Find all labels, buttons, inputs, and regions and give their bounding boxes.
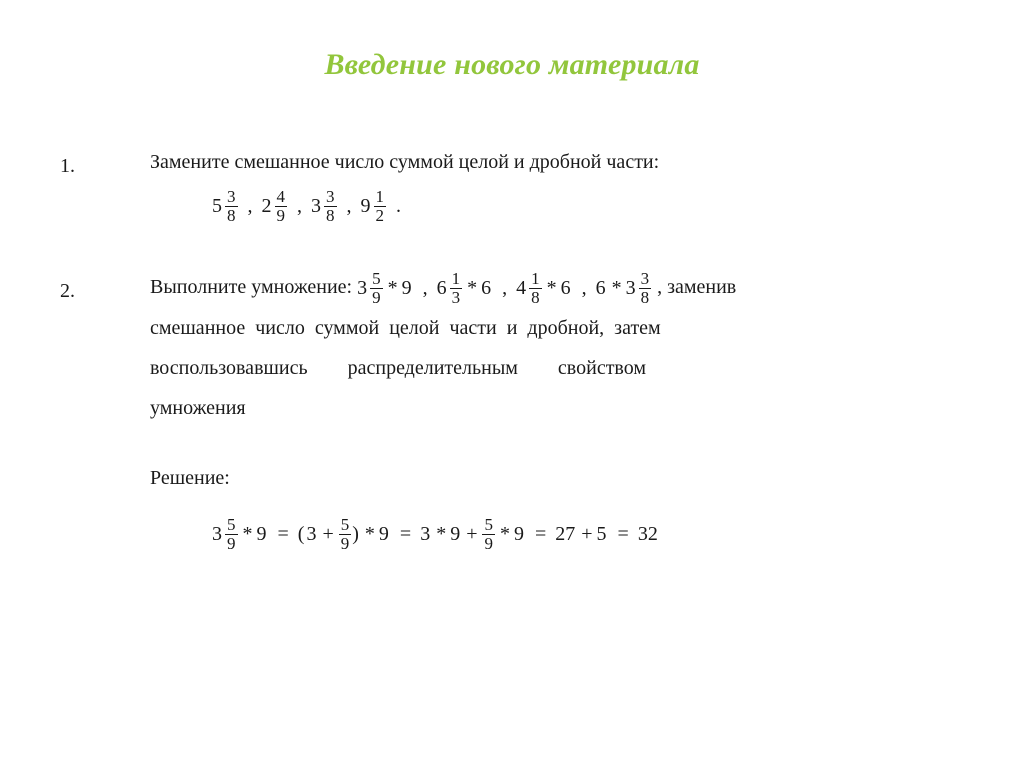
product: 418*6 xyxy=(516,276,578,298)
product: 359*9 xyxy=(357,276,419,298)
mixed-number: 249 xyxy=(262,194,294,216)
solution-math: 359*9 = (3+59)*9 = 3*9+59*9 = 27+5 = 32 xyxy=(150,516,964,553)
page-title: Введение нового материала xyxy=(60,48,964,82)
exercise-1-prompt: Замените смешанное число суммой целой и … xyxy=(150,142,964,182)
exercise-2-line2: смешанное число суммой целой части и дро… xyxy=(150,308,964,348)
mixed-number: 538 xyxy=(212,194,244,216)
product: 613*6 xyxy=(437,276,499,298)
page: Введение нового материала 1. Замените см… xyxy=(0,0,1024,553)
solution-label: Решение: xyxy=(150,458,964,498)
exercise-2: 2. Выполните умножение: 359*9 , 613*6 , … xyxy=(60,267,964,553)
exercise-2-number: 2. xyxy=(60,267,150,311)
product: 6*338 xyxy=(596,276,658,298)
exercise-1-body: Замените смешанное число суммой целой и … xyxy=(150,142,964,231)
exercise-1-number: 1. xyxy=(60,142,150,186)
mixed-number: 338 xyxy=(311,194,343,216)
exercise-2-line3: воспользовавшись распределительным свойс… xyxy=(150,348,964,388)
exercise-1-math: 538 , 249 , 338 , 912 . xyxy=(150,188,964,225)
exercise-2-line1: Выполните умножение: 359*9 , 613*6 , 418… xyxy=(150,267,964,308)
mixed-number: 912 xyxy=(361,194,393,216)
exercise-2-line4: умножения xyxy=(150,388,964,428)
exercise-2-body: Выполните умножение: 359*9 , 613*6 , 418… xyxy=(150,267,964,553)
exercise-1: 1. Замените смешанное число суммой целой… xyxy=(60,142,964,231)
